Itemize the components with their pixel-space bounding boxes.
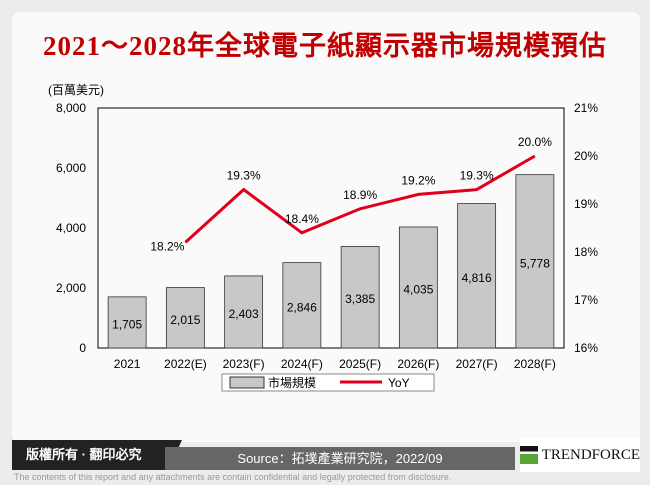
line-label: 19.2%: [401, 173, 435, 187]
bar: [515, 174, 555, 349]
x-tick-label: 2027(F): [456, 357, 498, 371]
disclaimer: The contents of this report and any atta…: [14, 472, 452, 482]
y2-tick-label: 20%: [574, 149, 598, 163]
y2-tick-label: 19%: [574, 197, 598, 211]
page-title: 2021～2028年全球電子紙顯示器市場規模預估: [43, 31, 607, 61]
y-axis-label: (百萬美元): [48, 83, 104, 97]
bar: [457, 203, 497, 349]
y-tick-label: 0: [79, 341, 86, 355]
y-tick-label: 2,000: [56, 281, 86, 295]
bar-label: 2,846: [287, 300, 317, 314]
legend-line-label: YoY: [388, 376, 410, 390]
x-tick-label: 2025(F): [339, 357, 381, 371]
line-label: 19.3%: [460, 169, 494, 183]
y2-tick-label: 17%: [574, 293, 598, 307]
y2-tick-label: 18%: [574, 245, 598, 259]
bar: [340, 246, 380, 349]
line-label: 19.3%: [227, 169, 261, 183]
bar-label: 1,705: [112, 317, 142, 331]
bar-label: 2,015: [170, 313, 200, 327]
x-tick-label: 2028(F): [514, 357, 556, 371]
x-tick-label: 2026(F): [397, 357, 439, 371]
bar-label: 2,403: [229, 307, 259, 321]
yoy-line: [184, 154, 536, 244]
y2-tick-label: 21%: [574, 101, 598, 115]
x-tick-label: 2024(F): [281, 357, 323, 371]
line-label: 18.4%: [285, 212, 319, 226]
bar-label: 4,816: [462, 271, 492, 285]
legend: [221, 373, 435, 392]
brand-name: TRENDFORCE: [541, 446, 640, 463]
copyright: 版權所有 · 翻印必究: [12, 440, 182, 470]
bar-label: 4,035: [403, 282, 433, 296]
line-label: 18.9%: [343, 188, 377, 202]
line-label: 20.0%: [518, 135, 552, 149]
bar: [398, 226, 438, 349]
y-tick-label: 6,000: [56, 161, 86, 175]
line-label: 18.2%: [150, 239, 184, 253]
bar: [107, 296, 147, 349]
x-tick-label: 2023(F): [223, 357, 265, 371]
bar: [224, 275, 264, 349]
y-tick-label: 8,000: [56, 101, 86, 115]
bar: [165, 287, 205, 349]
trendforce-logo: TRENDFORCE: [520, 438, 640, 472]
legend-bar-swatch: [229, 376, 265, 389]
plot-area: [97, 107, 565, 349]
logo-icon: [520, 446, 538, 464]
bar-label: 5,778: [520, 256, 550, 270]
legend-bar-label: 市場規模: [268, 375, 316, 390]
source: Source：拓墣產業研究院，2022/09: [165, 447, 515, 470]
x-tick-label: 2022(E): [164, 357, 207, 371]
x-tick-label: 2021: [114, 357, 141, 371]
bar: [282, 262, 322, 349]
y-tick-label: 4,000: [56, 221, 86, 235]
y2-tick-label: 16%: [574, 341, 598, 355]
bar-label: 3,385: [345, 292, 375, 306]
